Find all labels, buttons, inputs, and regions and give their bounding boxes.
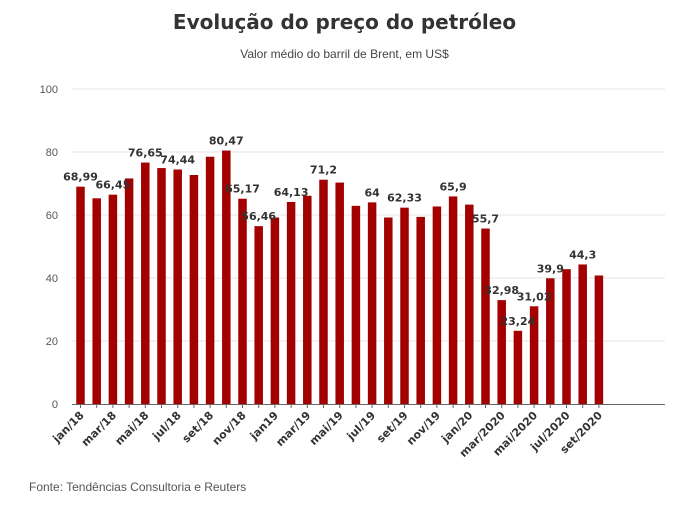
bar-ago-2020 [578,264,587,404]
bar-fev-18 [92,198,101,404]
bar-jan-18 [76,186,85,404]
bar-jul-18 [173,169,182,404]
y-tick-label: 60 [46,210,58,222]
data-label: 64 [364,186,380,199]
bar-mar-18 [108,194,118,404]
bar-mai-19 [335,182,344,404]
x-tick-label: mai/18 [113,409,152,448]
data-label: 74,44 [160,154,195,167]
bar-mar-19 [303,195,312,404]
bar-abr-2020 [513,330,523,404]
x-tick-label: nov/18 [210,409,249,448]
data-label: 66,45 [96,179,131,192]
bar-set-2020 [594,275,604,404]
x-tick-label: jul/18 [149,409,183,443]
data-label: 23,24 [501,315,536,328]
bar-jan-19 [270,217,280,404]
bar-out-18 [222,150,231,404]
data-label: 44,3 [569,248,596,261]
data-label: 31,02 [517,290,552,303]
bar-abr-19 [319,179,328,404]
data-label: 65,9 [440,180,467,193]
bar-ago-18 [189,174,199,404]
bar-jun-19 [351,205,361,404]
bar-set-19 [400,207,409,404]
y-tick-label: 0 [52,399,58,411]
x-tick-label: jul/19 [344,409,378,443]
data-label: 55,7 [472,213,499,226]
bar-nov-19 [432,206,442,404]
chart-title: Evolução do preço do petróleo [172,10,517,34]
bar-jul-2020 [562,269,571,404]
bar-abr-18 [124,178,134,404]
bar-mai-2020 [529,306,539,404]
y-tick-label: 80 [46,147,58,159]
bar-out-19 [416,216,425,404]
bar-jan-20 [465,204,474,404]
data-label: 39,9 [537,262,564,275]
x-tick-label: mar/19 [273,409,313,449]
bar-dez-18 [254,226,263,404]
data-label: 68,99 [63,171,98,184]
bar-mai-18 [141,162,150,404]
bar-fev-20 [481,228,490,404]
y-tick-label: 40 [46,273,58,285]
bar-fev-19 [286,201,296,404]
data-label: 76,65 [128,147,163,160]
data-label: 64,13 [274,186,309,199]
y-tick-label: 20 [46,336,58,348]
bar-jun-2020 [546,278,555,404]
data-label: 80,47 [209,135,244,148]
x-tick-label: nov/19 [404,409,443,448]
data-label: 32,98 [484,284,519,297]
bar-jul-19 [367,202,377,404]
bar-nov-18 [238,198,247,404]
bar-jun-18 [157,168,166,404]
data-label: 56,46 [241,210,276,223]
bar-dez-19 [448,196,458,404]
data-label: 62,33 [387,192,422,205]
bar-ago-19 [384,217,393,404]
data-label: 65,17 [225,183,260,196]
bar-mar-2020 [497,300,506,404]
chart-subtitle: Valor médio do barril de Brent, em US$ [240,47,449,61]
x-tick-label: mai/19 [307,409,346,448]
source-note: Fonte: Tendências Consultoria e Reuters [29,480,247,494]
data-label: 71,2 [310,164,337,177]
y-tick-label: 100 [40,84,58,96]
bar-set-18 [205,156,215,404]
x-tick-label: mar/18 [79,409,119,449]
